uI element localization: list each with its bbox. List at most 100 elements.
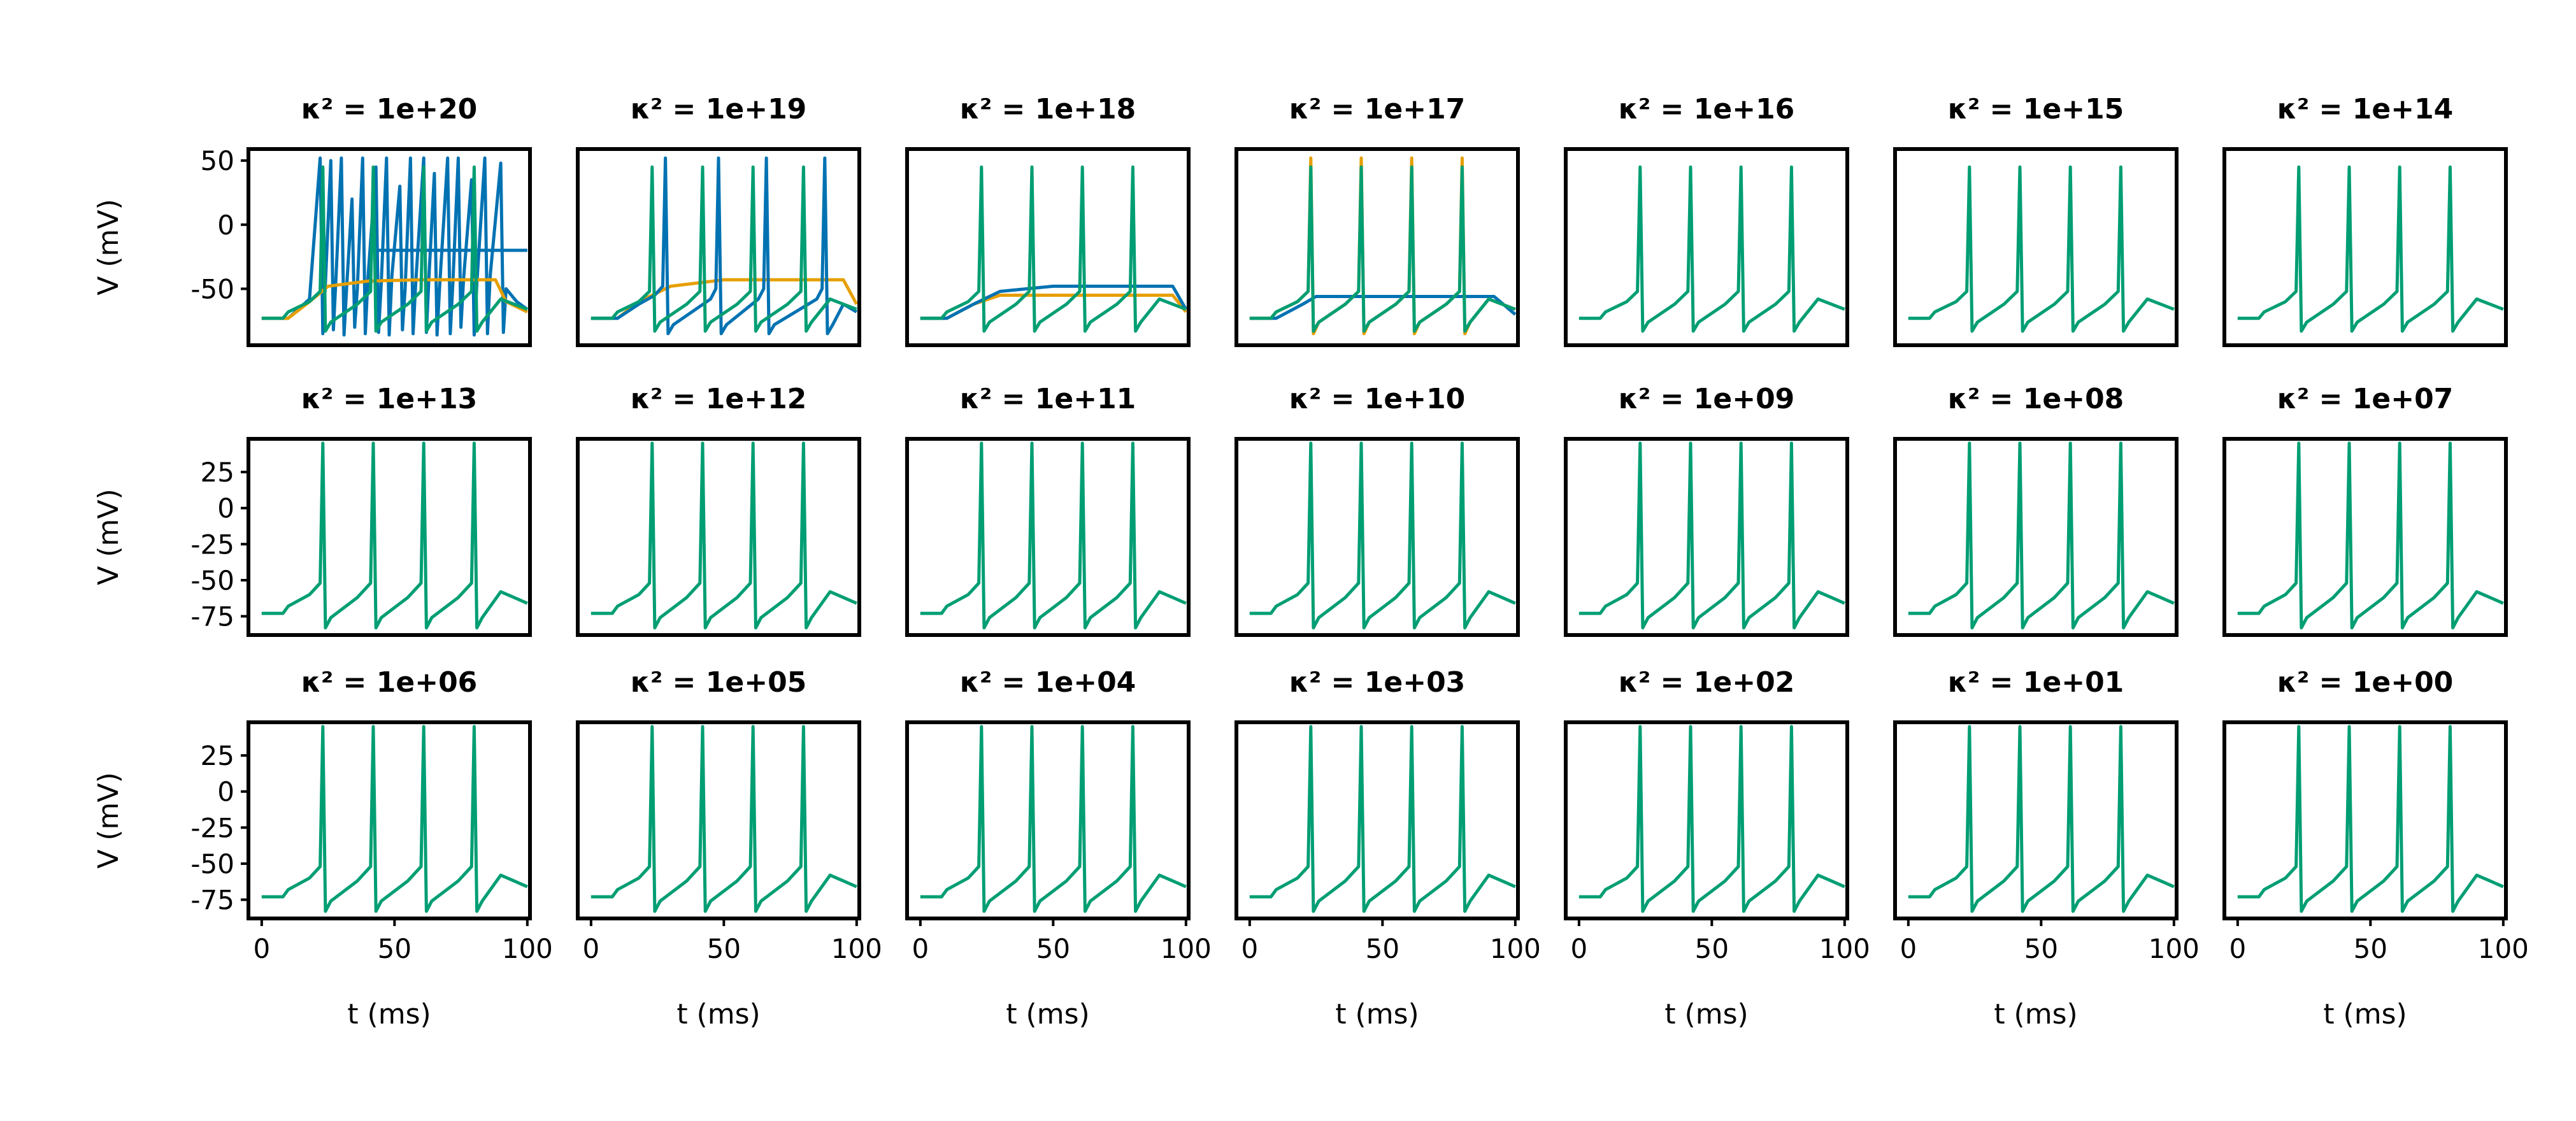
y-tick-label: 25 bbox=[201, 457, 234, 488]
voltage-trace bbox=[920, 441, 1187, 630]
subplot: κ² = 1e+14 bbox=[2222, 93, 2508, 347]
subplot-title: κ² = 1e+12 bbox=[631, 383, 807, 415]
voltage-trace bbox=[2237, 441, 2504, 630]
x-axis-label: t (ms) bbox=[1006, 998, 1089, 1031]
y-axis-label: V (mV) bbox=[92, 199, 125, 295]
x-tick-label: 50 bbox=[2024, 933, 2058, 964]
axes-frame bbox=[1564, 147, 1849, 347]
voltage-trace bbox=[1578, 725, 1845, 913]
subplot: κ² = 1e+00 0 50 100 t (ms) bbox=[2222, 666, 2529, 1031]
x-tick-label: 50 bbox=[1366, 933, 1399, 964]
subplot: κ² = 1e+01 0 50 100 t (ms) bbox=[1893, 666, 2200, 1031]
subplot: κ² = 1e+15 bbox=[1893, 93, 2179, 347]
axes-frame bbox=[1234, 720, 1520, 920]
x-axis-label: t (ms) bbox=[2323, 998, 2407, 1031]
axes-frame bbox=[905, 437, 1191, 637]
voltage-trace bbox=[2237, 165, 2504, 333]
axes-frame bbox=[905, 147, 1191, 347]
subplot-title: κ² = 1e+15 bbox=[1948, 93, 2124, 125]
x-tick-label: 50 bbox=[707, 933, 741, 964]
subplot: κ² = 1e+19 bbox=[576, 93, 861, 347]
subplot-title: κ² = 1e+03 bbox=[1289, 666, 1466, 699]
y-axis-label: V (mV) bbox=[92, 772, 125, 868]
y-tick-label: -50 bbox=[190, 565, 234, 596]
x-tick-label: 0 bbox=[912, 933, 929, 964]
x-tick-label: 50 bbox=[378, 933, 411, 964]
voltage-trace bbox=[590, 441, 857, 630]
traces bbox=[1249, 725, 1516, 913]
voltage-trace bbox=[261, 278, 528, 320]
traces bbox=[590, 725, 857, 913]
axes-frame bbox=[1564, 720, 1849, 920]
voltage-trace bbox=[920, 165, 1187, 333]
axes-frame bbox=[1564, 437, 1849, 637]
subplot-title: κ² = 1e+20 bbox=[301, 93, 478, 125]
subplot-title: κ² = 1e+11 bbox=[960, 383, 1136, 415]
x-tick-label: 0 bbox=[1570, 933, 1587, 964]
subplot: κ² = 1e+17 bbox=[1234, 93, 1520, 347]
traces bbox=[920, 165, 1187, 333]
x-tick-label: 50 bbox=[1036, 933, 1070, 964]
y-tick-label: -75 bbox=[190, 885, 234, 916]
y-tick-label: -25 bbox=[190, 529, 234, 560]
voltage-trace bbox=[261, 725, 528, 913]
x-tick-label: 100 bbox=[502, 933, 553, 964]
y-tick-label: 0 bbox=[217, 776, 234, 808]
axes-frame bbox=[2222, 147, 2508, 347]
axes-frame bbox=[905, 720, 1191, 920]
x-tick-label: 100 bbox=[1161, 933, 1212, 964]
subplot-title: κ² = 1e+16 bbox=[1619, 93, 1795, 125]
subplot: κ² = 1e+09 bbox=[1564, 383, 1849, 637]
subplot-title: κ² = 1e+05 bbox=[631, 666, 807, 699]
voltage-trace bbox=[1249, 165, 1516, 333]
traces bbox=[920, 725, 1187, 913]
voltage-trace bbox=[1578, 165, 1845, 333]
traces bbox=[1908, 165, 2175, 333]
subplot: κ² = 1e+06 -75 -50 -25 0 25 0 50 100 V (mV) t (ms) bbox=[92, 666, 553, 1031]
axes-frame bbox=[576, 437, 861, 637]
subplot: κ² = 1e+11 bbox=[905, 383, 1191, 637]
subplot-title: κ² = 1e+18 bbox=[960, 93, 1136, 125]
x-tick-label: 50 bbox=[1695, 933, 1729, 964]
subplot: κ² = 1e+04 0 50 100 t (ms) bbox=[905, 666, 1212, 1031]
axes-frame bbox=[1234, 147, 1520, 347]
y-tick-label: 0 bbox=[217, 210, 234, 241]
traces bbox=[920, 441, 1187, 630]
traces bbox=[2237, 725, 2504, 913]
x-tick-label: 50 bbox=[2354, 933, 2387, 964]
subplot-title: κ² = 1e+14 bbox=[2277, 93, 2454, 125]
subplot: κ² = 1e+10 bbox=[1234, 383, 1520, 637]
x-tick-label: 100 bbox=[831, 933, 882, 964]
x-tick-label: 0 bbox=[1900, 933, 1917, 964]
voltage-trace bbox=[1908, 725, 2175, 913]
axes-frame bbox=[1234, 437, 1520, 637]
subplot-title: κ² = 1e+01 bbox=[1948, 666, 2124, 699]
axes-frame bbox=[1893, 147, 2179, 347]
subplot-title: κ² = 1e+10 bbox=[1289, 383, 1466, 415]
voltage-trace bbox=[261, 165, 528, 333]
axes-frame bbox=[2222, 437, 2508, 637]
subplot-title: κ² = 1e+04 bbox=[960, 666, 1136, 699]
subplot-title: κ² = 1e+06 bbox=[301, 666, 478, 699]
traces bbox=[1908, 725, 2175, 913]
x-tick-label: 100 bbox=[1490, 933, 1541, 964]
voltage-trace bbox=[920, 284, 1187, 320]
traces bbox=[2237, 165, 2504, 333]
voltage-trace bbox=[1908, 165, 2175, 333]
traces bbox=[1578, 441, 1845, 630]
x-axis-label: t (ms) bbox=[1994, 998, 2077, 1031]
voltage-trace bbox=[1578, 441, 1845, 630]
axes-frame bbox=[247, 147, 532, 347]
subplot: κ² = 1e+05 0 50 100 t (ms) bbox=[576, 666, 882, 1031]
voltage-trace bbox=[920, 725, 1187, 913]
subplot: κ² = 1e+02 0 50 100 t (ms) bbox=[1564, 666, 1870, 1031]
traces bbox=[261, 441, 528, 630]
axes-frame bbox=[576, 720, 861, 920]
y-tick-label: 25 bbox=[201, 740, 234, 771]
x-tick-label: 0 bbox=[1241, 933, 1258, 964]
voltage-trace bbox=[590, 725, 857, 913]
x-axis-label: t (ms) bbox=[676, 998, 760, 1031]
traces bbox=[2237, 441, 2504, 630]
